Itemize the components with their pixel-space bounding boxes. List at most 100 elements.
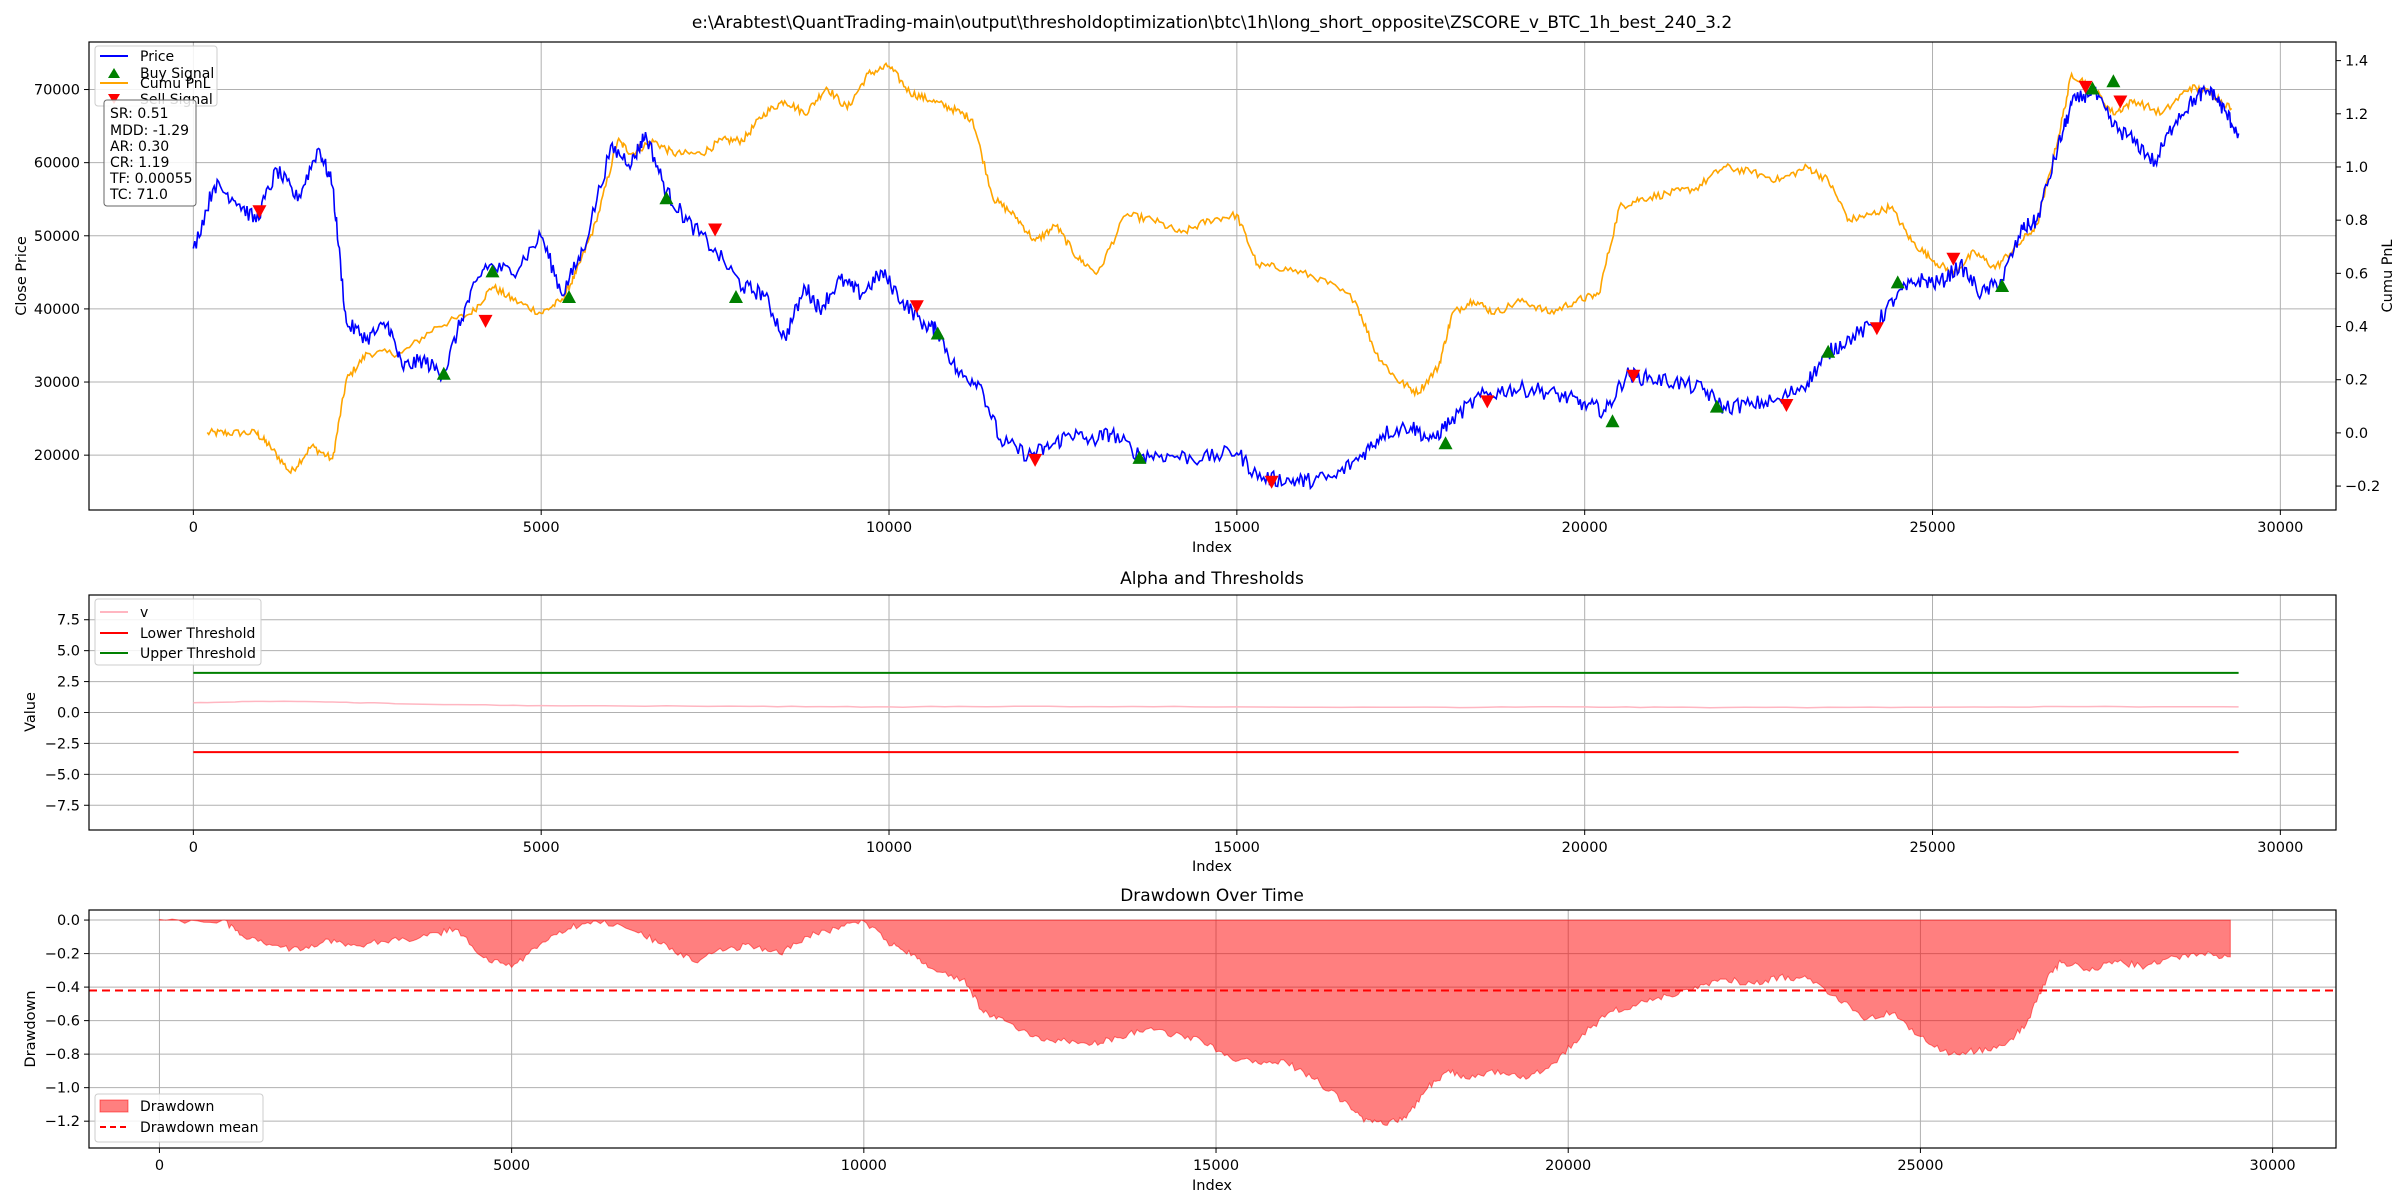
y-tick-label: −5.0: [45, 767, 80, 783]
sell-signal-marker: [1480, 395, 1495, 409]
y2-tick-label: 1.4: [2345, 54, 2368, 70]
x-tick-label: 5000: [523, 840, 560, 856]
x-tick-label: 15000: [1214, 520, 1260, 536]
x-tick-label: 0: [155, 1158, 164, 1174]
legend-sell-swatch: [108, 94, 120, 104]
series-price-line: [192, 84, 2240, 491]
price-legend: Price Buy Signal Cumu PnL Sell Signal: [94, 45, 218, 108]
stats-frame: [103, 99, 197, 207]
stats-box: SR: 0.51 MDD: -1.29 AR: 0.30 CR: 1.19 TF…: [103, 99, 197, 207]
legend-v-label: v: [140, 605, 148, 621]
sell-signal-marker: [2078, 80, 2093, 94]
y-tick-label: −7.5: [45, 798, 80, 814]
y-tick-label: 5.0: [57, 644, 80, 660]
y-tick-label: 0.0: [57, 913, 80, 929]
buy-signal-marker: [659, 191, 674, 205]
drawdown-panel: 0 5000 10000 15000 20000 25000 30000 −1.2 −1.0 −0…: [23, 886, 2337, 1194]
drawdown-series-layer: [89, 918, 2336, 1126]
x-tick-label: 10000: [866, 520, 912, 536]
x-tick-label: 20000: [1545, 1158, 1591, 1174]
x-tick-label: 0: [189, 520, 198, 536]
y2-tick-label: 0.0: [2345, 426, 2368, 442]
sell-signal-marker: [1626, 369, 1641, 383]
buy-signal-marker: [1709, 399, 1724, 413]
buy-signal-marker: [728, 289, 743, 303]
legend-lower-label: Lower Threshold: [140, 626, 255, 642]
x-tick-label: 25000: [1909, 840, 1955, 856]
buy-signal-marker: [930, 326, 945, 340]
x-tick-label: 15000: [1193, 1158, 1239, 1174]
x-tick-label: 0: [189, 840, 198, 856]
y-tick-label: −0.8: [45, 1047, 80, 1063]
y2-tick-label: 1.2: [2345, 107, 2368, 123]
legend-upper-label: Upper Threshold: [140, 646, 256, 662]
x-tick-label: 10000: [841, 1158, 887, 1174]
y2-tick-label: 0.2: [2345, 373, 2368, 389]
y2-tick-label: 1.0: [2345, 160, 2368, 176]
price-plot-area: [89, 42, 2336, 510]
price-ticks: 0 5000 10000 15000 20000 25000 30000 20000 30000…: [34, 54, 2380, 536]
x-tick-label: 15000: [1214, 840, 1260, 856]
alpha-y-axis-label: Value: [23, 692, 39, 732]
price-y-axis-label: Close Price: [14, 236, 30, 316]
y-tick-label: 0.0: [57, 706, 80, 722]
legend-drawdown-label: Drawdown: [140, 1099, 214, 1115]
price-series-layer: [192, 61, 2240, 491]
buy-signal-marker: [1605, 414, 1620, 428]
x-tick-label: 30000: [2257, 840, 2303, 856]
sell-signal-marker: [1946, 252, 1961, 266]
buy-signal-marker: [436, 366, 451, 380]
legend-drawdown-swatch: [99, 1099, 129, 1113]
buy-signal-marker: [1821, 344, 1836, 358]
sell-signal-marker: [1869, 322, 1884, 336]
x-tick-label: 10000: [866, 840, 912, 856]
alpha-panel: 0 5000 10000 15000 20000 25000 30000 −7.5 −5.0 −2…: [23, 569, 2337, 875]
buy-signal-marker: [485, 264, 500, 278]
x-tick-label: 5000: [523, 520, 560, 536]
buy-signal-marker: [1132, 450, 1147, 464]
sell-signal-marker: [478, 314, 493, 328]
price-grid: [89, 42, 2336, 510]
y2-tick-label: −0.2: [2345, 479, 2380, 495]
x-tick-label: 5000: [493, 1158, 530, 1174]
x-tick-label: 30000: [2257, 520, 2303, 536]
alpha-ticks: 0 5000 10000 15000 20000 25000 30000 −7.5 −5.0 −2…: [45, 613, 2304, 856]
price-axes-frame: [88, 41, 2337, 511]
drawdown-legend-frame: [94, 1093, 264, 1143]
legend-pnl-label: Cumu PnL: [140, 76, 211, 92]
alpha-series-layer: [193, 671, 2239, 754]
alpha-legend-frame: [94, 598, 262, 666]
alpha-panel-title: Alpha and Thresholds: [1120, 569, 1304, 589]
y-tick-label: −2.5: [45, 736, 80, 752]
y-tick-label: −0.6: [45, 1014, 80, 1030]
sell-signal-marker: [1028, 453, 1043, 467]
drawdown-ticks: 0 5000 10000 15000 20000 25000 30000 −1.2 −1.0 −0…: [45, 913, 2296, 1174]
y-tick-label: −1.2: [45, 1114, 80, 1130]
y-tick-label: −0.4: [45, 980, 80, 996]
x-tick-label: 25000: [1897, 1158, 1943, 1174]
y2-tick-label: 0.6: [2345, 266, 2368, 282]
drawdown-axes-frame: [88, 909, 2337, 1149]
price-x-axis-label: Index: [1192, 540, 1232, 556]
buy-signal-marker: [1995, 278, 2010, 292]
legend-mean-label: Drawdown mean: [140, 1120, 259, 1136]
y-tick-label: 70000: [34, 83, 80, 99]
stat-ar: AR: 0.30: [110, 139, 169, 155]
sell-signal-marker: [1264, 475, 1279, 489]
drawdown-y-axis-label: Drawdown: [23, 991, 39, 1068]
stat-tc: TC: 71.0: [109, 187, 168, 203]
buy-signal-marker: [1890, 275, 1905, 289]
buy-signal-marker: [1438, 436, 1453, 450]
stat-cr: CR: 1.19: [110, 155, 169, 171]
drawdown-legend: Drawdown Drawdown mean: [94, 1093, 264, 1143]
alpha-x-axis-label: Index: [1192, 859, 1232, 875]
y-tick-label: 30000: [34, 375, 80, 391]
buy-signal-marker: [2085, 81, 2100, 95]
stat-mdd: MDD: -1.29: [110, 123, 189, 139]
y2-tick-label: 0.4: [2345, 320, 2368, 336]
price-panel: 0 5000 10000 15000 20000 25000 30000 20000 30000…: [14, 13, 2396, 556]
series-drawdown-area: [158, 918, 2231, 1126]
stat-tf: TF: 0.00055: [109, 171, 193, 187]
y-tick-label: 50000: [34, 229, 80, 245]
